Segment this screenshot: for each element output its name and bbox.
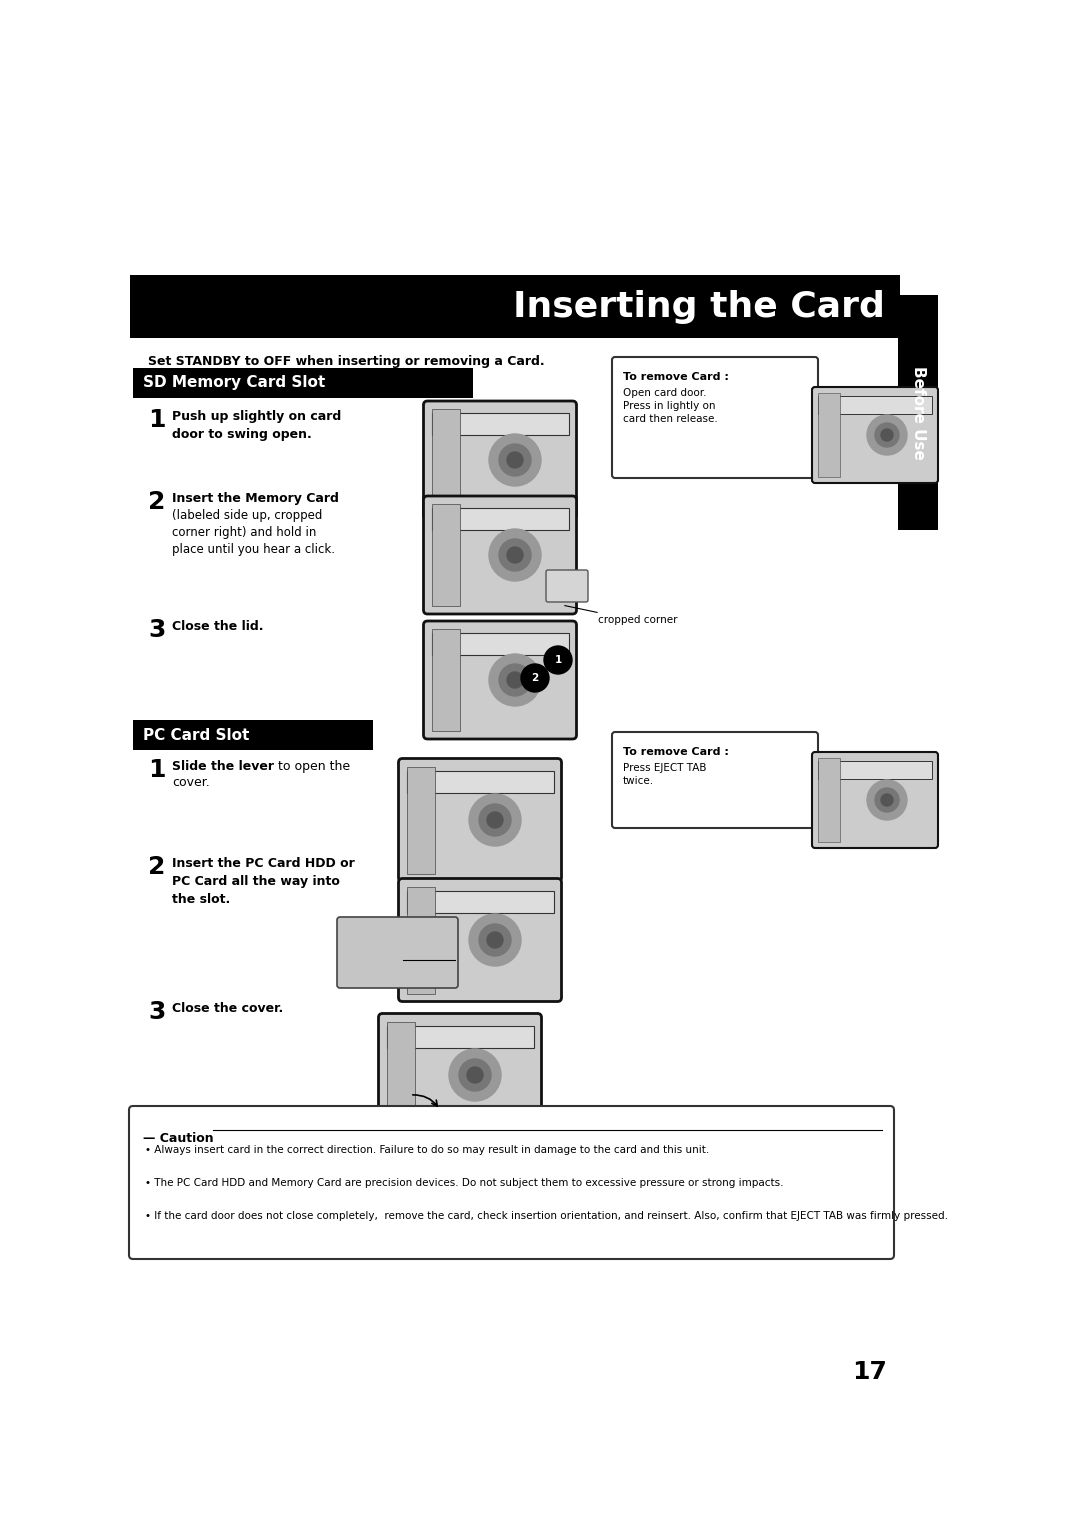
Bar <box>406 767 434 874</box>
FancyBboxPatch shape <box>337 917 458 989</box>
Circle shape <box>487 811 503 828</box>
FancyBboxPatch shape <box>399 758 562 882</box>
Bar <box>818 758 840 842</box>
Circle shape <box>499 665 531 695</box>
Circle shape <box>459 1059 491 1091</box>
Text: • Always insert card in the correct direction. Failure to do so may result in da: • Always insert card in the correct dire… <box>145 1144 710 1155</box>
Circle shape <box>489 529 541 581</box>
Circle shape <box>499 445 531 477</box>
Text: • If the card door does not close completely,  remove the card, check insertion : • If the card door does not close comple… <box>145 1212 948 1221</box>
Text: 2: 2 <box>531 672 539 683</box>
Text: To remove Card :: To remove Card : <box>623 371 729 382</box>
Text: 17: 17 <box>852 1360 888 1384</box>
FancyBboxPatch shape <box>612 358 818 478</box>
Circle shape <box>544 646 572 674</box>
Circle shape <box>480 804 511 836</box>
Circle shape <box>499 539 531 571</box>
Bar <box>387 1022 415 1129</box>
Text: 3: 3 <box>148 999 165 1024</box>
FancyBboxPatch shape <box>378 1013 541 1137</box>
Text: Before Use: Before Use <box>910 365 926 460</box>
Circle shape <box>867 416 907 455</box>
Bar <box>406 891 554 912</box>
Text: to open the: to open the <box>274 759 350 773</box>
Circle shape <box>489 654 541 706</box>
Circle shape <box>521 665 549 692</box>
Bar <box>133 368 473 397</box>
Text: Set STANDBY to OFF when inserting or removing a Card.: Set STANDBY to OFF when inserting or rem… <box>148 354 544 368</box>
Circle shape <box>469 914 521 966</box>
FancyBboxPatch shape <box>546 570 588 602</box>
Text: cover.: cover. <box>172 776 210 788</box>
Text: PC Card Slot: PC Card Slot <box>143 727 249 743</box>
Circle shape <box>867 779 907 821</box>
Circle shape <box>487 932 503 947</box>
FancyBboxPatch shape <box>812 387 939 483</box>
Text: Press EJECT TAB
twice.: Press EJECT TAB twice. <box>623 762 706 787</box>
Text: 1: 1 <box>148 758 165 782</box>
Text: Slide the lever: Slide the lever <box>172 759 274 773</box>
Bar <box>432 413 568 435</box>
Circle shape <box>449 1050 501 1102</box>
Circle shape <box>507 547 523 562</box>
Text: SD Memory Card Slot: SD Memory Card Slot <box>143 376 325 391</box>
Bar <box>406 770 554 793</box>
Text: — Caution: — Caution <box>143 1132 214 1144</box>
Circle shape <box>881 795 893 805</box>
Bar <box>432 633 568 656</box>
Text: • The PC Card HDD and Memory Card are precision devices. Do not subject them to : • The PC Card HDD and Memory Card are pr… <box>145 1178 783 1187</box>
FancyBboxPatch shape <box>423 497 577 614</box>
FancyBboxPatch shape <box>612 732 818 828</box>
Bar <box>432 504 459 607</box>
FancyBboxPatch shape <box>812 752 939 848</box>
Text: 2: 2 <box>148 490 165 513</box>
Text: Close the lid.: Close the lid. <box>172 620 264 633</box>
Circle shape <box>875 788 899 811</box>
FancyBboxPatch shape <box>129 1106 894 1259</box>
Bar <box>432 630 459 730</box>
FancyBboxPatch shape <box>423 620 577 740</box>
Circle shape <box>507 672 523 688</box>
Text: 1: 1 <box>148 408 165 432</box>
Bar <box>432 507 568 530</box>
Text: Close the cover.: Close the cover. <box>172 1002 283 1015</box>
Text: 2: 2 <box>148 856 165 879</box>
Circle shape <box>489 434 541 486</box>
Text: 3: 3 <box>148 617 165 642</box>
Circle shape <box>467 1067 483 1083</box>
Bar <box>432 410 459 510</box>
Circle shape <box>507 452 523 468</box>
Bar <box>818 393 840 477</box>
Text: Insert the Memory Card: Insert the Memory Card <box>172 492 339 504</box>
Text: To remove Card :: To remove Card : <box>623 747 729 756</box>
Circle shape <box>480 924 511 957</box>
FancyBboxPatch shape <box>423 400 577 520</box>
Text: Inserting the Card: Inserting the Card <box>513 289 885 324</box>
Text: Push up slightly on card
door to swing open.: Push up slightly on card door to swing o… <box>172 410 341 442</box>
Bar <box>387 1025 534 1048</box>
Bar <box>897 295 939 530</box>
Text: 1: 1 <box>554 656 562 665</box>
Text: cropped corner: cropped corner <box>598 614 677 625</box>
Bar <box>133 720 373 750</box>
Text: Open card door.
Press in lightly on
card then release.: Open card door. Press in lightly on card… <box>623 388 718 425</box>
Text: (labeled side up, cropped
corner right) and hold in
place until you hear a click: (labeled side up, cropped corner right) … <box>172 509 335 556</box>
Bar <box>818 396 932 414</box>
Circle shape <box>469 795 521 847</box>
Circle shape <box>875 423 899 448</box>
Text: Insert the PC Card HDD or
PC Card all the way into
the slot.: Insert the PC Card HDD or PC Card all th… <box>172 857 354 906</box>
Circle shape <box>881 429 893 442</box>
Bar <box>818 761 932 779</box>
Bar <box>130 275 900 338</box>
FancyBboxPatch shape <box>399 879 562 1001</box>
Bar <box>406 886 434 993</box>
